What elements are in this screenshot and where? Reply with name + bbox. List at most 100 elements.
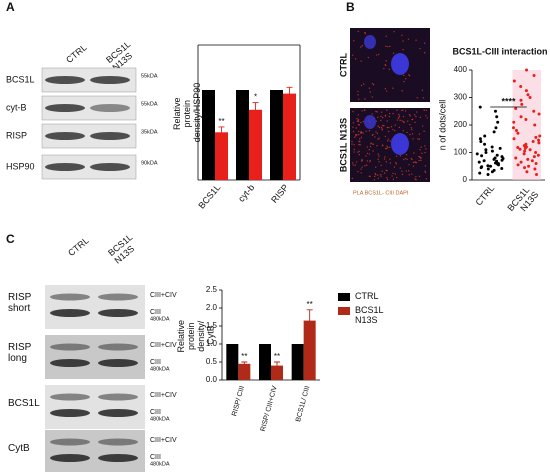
data-point [519, 115, 523, 119]
pla-dot [375, 131, 377, 133]
pla-dot [419, 47, 421, 50]
pla-dot [414, 178, 416, 180]
pla-dot [403, 74, 405, 76]
blot-band [45, 76, 85, 84]
data-point [492, 130, 496, 134]
band-label: 480kDA [150, 461, 170, 467]
pla-dot [370, 143, 372, 145]
pla-dot [381, 116, 384, 119]
pla-dot [381, 128, 383, 130]
pla-dot [419, 116, 422, 119]
pla-dot [380, 111, 383, 113]
pla-dot [360, 121, 362, 124]
pla-dot [420, 146, 422, 148]
pla-dot [376, 174, 379, 176]
blot-band [98, 454, 138, 462]
pla-dot [412, 118, 414, 121]
data-point [495, 159, 499, 163]
pla-dot [422, 125, 424, 127]
pla-dot [358, 143, 360, 146]
pla-dot [355, 135, 357, 137]
pla-dot [411, 128, 413, 131]
bar [270, 90, 283, 180]
pla-dot [385, 161, 388, 163]
pla-dot [358, 124, 361, 126]
pla-dot [360, 46, 362, 48]
data-point [519, 160, 523, 164]
data-point [520, 102, 524, 106]
error-bar [286, 86, 293, 100]
pla-dot [354, 58, 357, 60]
x-tick-label: CTRL [474, 183, 497, 207]
pla-dot [406, 120, 409, 122]
data-point [525, 68, 529, 72]
pla-dot [420, 157, 422, 160]
pla-dot [389, 45, 391, 48]
pla-dot [384, 64, 387, 66]
data-point [486, 167, 490, 171]
data-point [530, 159, 534, 163]
data-point [490, 145, 494, 149]
pla-dot [357, 90, 359, 93]
pla-dot [352, 130, 355, 133]
pla-dot [364, 98, 366, 100]
pla-dot [401, 170, 403, 172]
data-point [484, 148, 488, 152]
y-tick-label: 200 [454, 120, 468, 129]
pla-dot [413, 152, 415, 154]
blot-band [98, 409, 138, 417]
pla-dot [383, 172, 386, 174]
pla-dot [365, 130, 367, 132]
pla-dot [358, 133, 360, 136]
pla-dot [423, 109, 425, 111]
pla-dot [424, 145, 426, 147]
pla-dot [356, 118, 358, 120]
data-point [526, 93, 530, 97]
data-point [535, 173, 539, 176]
pla-dot [393, 166, 396, 168]
band-label: CIII [150, 454, 161, 461]
row-label: BCS1L N13S [338, 118, 348, 172]
data-point [533, 123, 537, 127]
y-axis-label: Relative protein density/HSP90 [172, 83, 202, 143]
column-label: BCS1L N13S [106, 231, 142, 266]
y-tick-label: 1.0 [206, 339, 218, 348]
data-point [522, 152, 526, 156]
pla-dot [353, 144, 355, 146]
pla-dot [408, 74, 411, 77]
blot [45, 430, 145, 472]
bar [236, 90, 249, 180]
data-point [512, 120, 516, 124]
pla-dot [357, 94, 359, 96]
data-point [496, 162, 500, 165]
data-point [524, 145, 528, 149]
data-point [528, 96, 532, 99]
pla-dot [375, 110, 377, 113]
data-point [537, 138, 541, 142]
data-point [534, 135, 538, 139]
pla-dot [364, 109, 366, 111]
pla-dot [355, 161, 358, 163]
pla-dot [392, 172, 394, 175]
data-point [525, 170, 529, 174]
pla-dot [388, 68, 390, 70]
pla-dot [423, 52, 426, 54]
pla-dot [422, 97, 425, 99]
pla-dot [357, 120, 360, 123]
pla-dot [418, 138, 421, 140]
pla-dot [386, 176, 388, 179]
pla-dot [393, 129, 396, 132]
blot-band [45, 132, 85, 140]
pla-dot [408, 113, 411, 116]
pla-dot [386, 169, 388, 172]
pla-dot [387, 45, 389, 48]
pla-dot [369, 91, 371, 93]
data-point [490, 149, 494, 153]
data-point [479, 140, 483, 143]
pla-dot [411, 133, 414, 135]
pla-dot [393, 30, 395, 33]
data-point [483, 142, 487, 146]
pla-dot [405, 78, 407, 80]
pla-dot [388, 126, 390, 129]
pla-dot [387, 146, 389, 149]
